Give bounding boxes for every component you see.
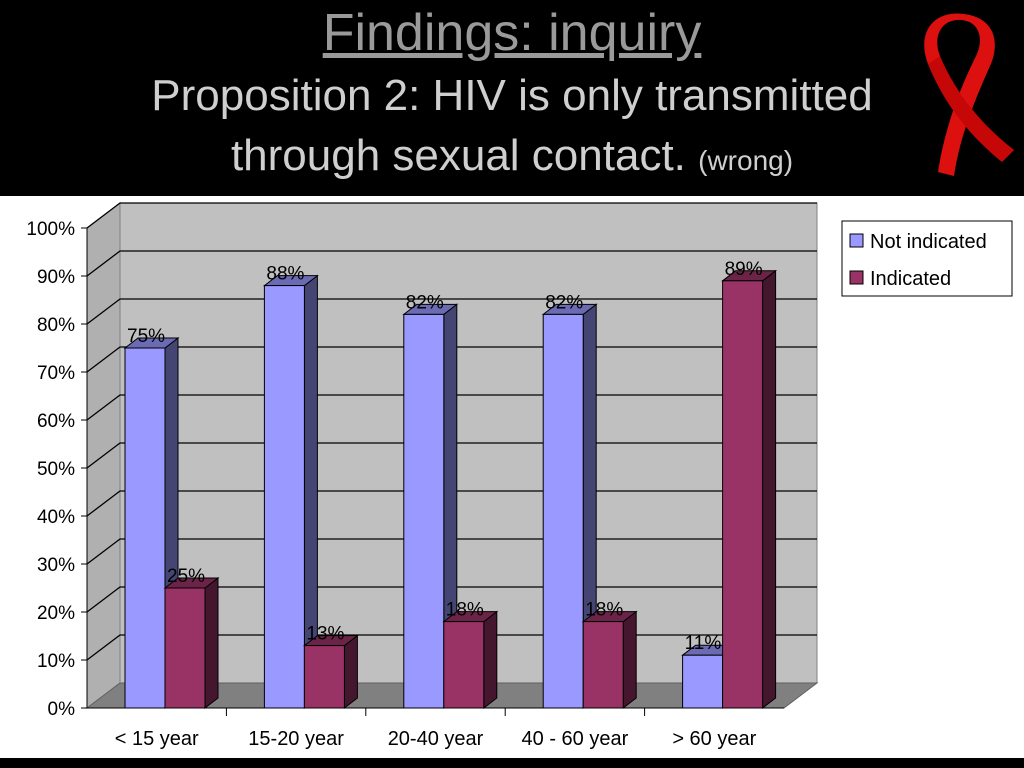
data-label: 11% bbox=[685, 633, 722, 654]
x-tick-label: 40 - 60 year bbox=[522, 728, 629, 750]
data-label: 13% bbox=[306, 624, 344, 645]
legend-label: Indicated bbox=[870, 268, 951, 290]
y-tick-label: 70% bbox=[37, 363, 75, 384]
data-label: 82% bbox=[545, 292, 583, 313]
data-label: 18% bbox=[585, 600, 623, 621]
x-tick-label: < 15 year bbox=[115, 728, 199, 750]
y-tick-label: 0% bbox=[48, 699, 76, 720]
y-tick-label: 60% bbox=[37, 411, 75, 432]
y-tick-label: 50% bbox=[37, 459, 75, 480]
bar-side bbox=[483, 610, 498, 710]
data-label: 88% bbox=[266, 264, 304, 285]
bar bbox=[164, 587, 206, 709]
legend-swatch bbox=[849, 233, 864, 248]
bar bbox=[124, 347, 166, 709]
legend-label: Not indicated bbox=[870, 231, 987, 253]
red-ribbon-icon bbox=[924, 13, 1014, 176]
x-tick-label: 15-20 year bbox=[248, 728, 344, 750]
y-tick-label: 100% bbox=[26, 219, 75, 240]
bar bbox=[403, 313, 445, 709]
legend bbox=[841, 220, 1013, 297]
gridline bbox=[86, 202, 817, 229]
bar bbox=[722, 280, 764, 709]
title-heading: Findings: inquiry bbox=[322, 4, 702, 62]
bar-side bbox=[204, 576, 219, 710]
bar-side bbox=[622, 610, 637, 710]
title-suffix: (wrong) bbox=[698, 145, 794, 176]
slide-title: Findings: inquiry Proposition 2: HIV is … bbox=[0, 0, 1024, 191]
bar bbox=[542, 313, 584, 709]
x-tick-label: > 60 year bbox=[672, 728, 756, 750]
gridline bbox=[86, 250, 817, 277]
y-tick-label: 20% bbox=[37, 603, 75, 624]
title-proposition-line1: Proposition 2: HIV is only transmitted bbox=[151, 71, 873, 120]
y-tick-label: 40% bbox=[37, 507, 75, 528]
bar bbox=[263, 285, 305, 709]
y-tick-label: 10% bbox=[37, 651, 75, 672]
y-tick-label: 30% bbox=[37, 555, 75, 576]
data-label: 18% bbox=[446, 600, 484, 621]
title-proposition-line2: through sexual contact. (wrong) bbox=[0, 126, 1024, 191]
bar-side bbox=[762, 269, 777, 710]
title-proposition-text: through sexual contact. bbox=[230, 131, 686, 180]
data-label: 75% bbox=[127, 326, 165, 347]
bar-side bbox=[343, 634, 358, 710]
gridline bbox=[86, 298, 817, 325]
x-tick-label: 20-40 year bbox=[388, 728, 484, 750]
y-tick-label: 90% bbox=[37, 267, 75, 288]
data-label: 82% bbox=[406, 292, 444, 313]
bar bbox=[303, 645, 345, 709]
bar bbox=[443, 621, 485, 709]
bar bbox=[582, 621, 624, 709]
bar-chart: 0% 10% 20% 30% 40% 50% 60% 70% 80% 90% 100% 75% 25% <… bbox=[26, 201, 1013, 750]
bar bbox=[682, 654, 724, 709]
data-label: 89% bbox=[725, 259, 763, 280]
y-tick-label: 80% bbox=[37, 315, 75, 336]
chart-area: 0% 10% 20% 30% 40% 50% 60% 70% 80% 90% 100% 75% 25% <… bbox=[0, 196, 1024, 758]
data-label: 25% bbox=[167, 566, 205, 587]
legend-swatch bbox=[849, 270, 864, 285]
